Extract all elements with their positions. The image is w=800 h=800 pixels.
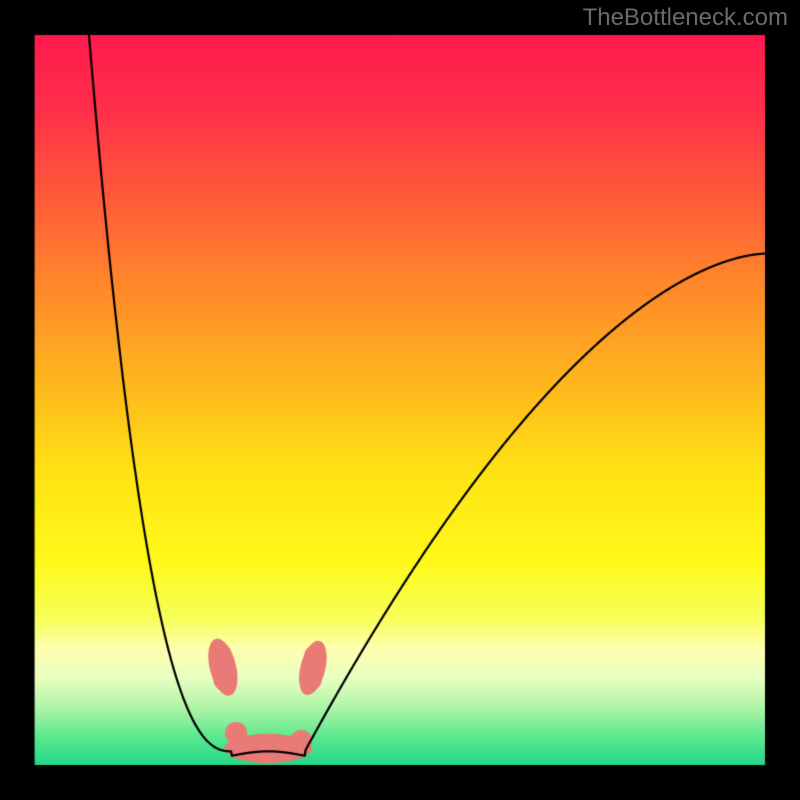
bottleneck-curve-chart: [0, 0, 800, 800]
chart-stage: TheBottleneck.com: [0, 0, 800, 800]
watermark-label: TheBottleneck.com: [583, 4, 788, 32]
